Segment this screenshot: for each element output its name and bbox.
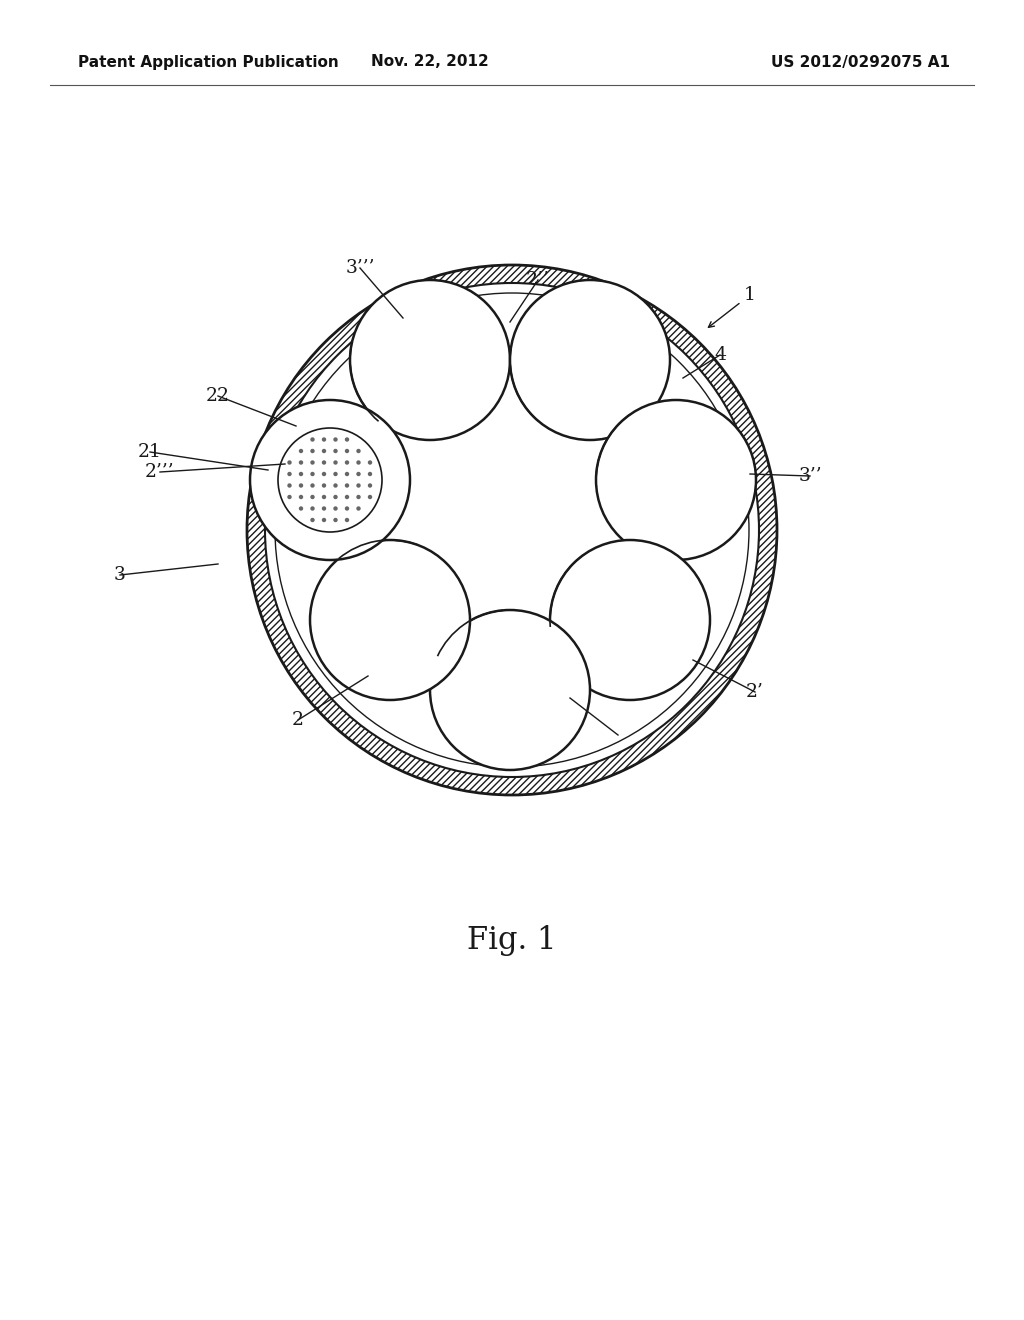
- Circle shape: [322, 449, 327, 453]
- Circle shape: [310, 540, 470, 700]
- Circle shape: [322, 507, 327, 511]
- Circle shape: [322, 495, 327, 499]
- Circle shape: [333, 495, 338, 499]
- Text: 3’: 3’: [609, 726, 627, 744]
- Circle shape: [310, 507, 314, 511]
- Text: US 2012/0292075 A1: US 2012/0292075 A1: [771, 54, 950, 70]
- Circle shape: [596, 400, 756, 560]
- Circle shape: [310, 461, 314, 465]
- Text: 3’’’: 3’’’: [345, 259, 375, 277]
- Circle shape: [333, 517, 338, 523]
- Circle shape: [247, 265, 777, 795]
- Circle shape: [356, 483, 360, 487]
- Circle shape: [333, 507, 338, 511]
- Circle shape: [288, 461, 292, 465]
- Circle shape: [333, 449, 338, 453]
- Text: 1: 1: [709, 286, 756, 327]
- Circle shape: [550, 540, 710, 700]
- Circle shape: [368, 471, 372, 477]
- Text: Nov. 22, 2012: Nov. 22, 2012: [371, 54, 488, 70]
- Circle shape: [310, 471, 314, 477]
- Circle shape: [356, 461, 360, 465]
- Circle shape: [345, 449, 349, 453]
- Circle shape: [310, 437, 314, 442]
- Circle shape: [322, 483, 327, 487]
- Circle shape: [322, 471, 327, 477]
- Circle shape: [299, 471, 303, 477]
- Circle shape: [345, 461, 349, 465]
- Circle shape: [356, 449, 360, 453]
- Circle shape: [345, 507, 349, 511]
- Text: 3: 3: [114, 566, 126, 583]
- Text: 21: 21: [138, 444, 162, 461]
- Text: 2’: 2’: [746, 682, 764, 701]
- Text: 22: 22: [206, 387, 230, 405]
- Circle shape: [356, 471, 360, 477]
- Circle shape: [510, 280, 670, 440]
- Circle shape: [265, 282, 759, 777]
- Circle shape: [368, 483, 372, 487]
- Circle shape: [345, 471, 349, 477]
- Circle shape: [299, 449, 303, 453]
- Circle shape: [299, 507, 303, 511]
- Circle shape: [278, 428, 382, 532]
- Circle shape: [299, 495, 303, 499]
- Circle shape: [310, 483, 314, 487]
- Circle shape: [299, 461, 303, 465]
- Circle shape: [333, 483, 338, 487]
- Circle shape: [356, 495, 360, 499]
- Text: 2’’: 2’’: [526, 271, 550, 289]
- Text: Patent Application Publication: Patent Application Publication: [78, 54, 339, 70]
- Circle shape: [288, 471, 292, 477]
- Circle shape: [356, 507, 360, 511]
- Circle shape: [322, 517, 327, 523]
- Text: 4: 4: [714, 346, 726, 364]
- Circle shape: [345, 437, 349, 442]
- Text: 2’’’: 2’’’: [145, 463, 175, 480]
- Circle shape: [310, 495, 314, 499]
- Circle shape: [247, 265, 777, 795]
- Circle shape: [322, 437, 327, 442]
- Circle shape: [368, 461, 372, 465]
- Circle shape: [368, 495, 372, 499]
- Circle shape: [250, 400, 410, 560]
- Circle shape: [288, 495, 292, 499]
- Circle shape: [345, 495, 349, 499]
- Circle shape: [299, 483, 303, 487]
- Circle shape: [322, 461, 327, 465]
- Circle shape: [345, 517, 349, 523]
- Circle shape: [333, 471, 338, 477]
- Text: 2: 2: [292, 711, 304, 729]
- Circle shape: [350, 280, 510, 440]
- Circle shape: [310, 517, 314, 523]
- Text: 3’’: 3’’: [798, 467, 822, 484]
- Circle shape: [310, 449, 314, 453]
- Circle shape: [333, 437, 338, 442]
- Circle shape: [333, 461, 338, 465]
- Circle shape: [430, 610, 590, 770]
- Circle shape: [345, 483, 349, 487]
- Text: Fig. 1: Fig. 1: [467, 924, 557, 956]
- Circle shape: [288, 483, 292, 487]
